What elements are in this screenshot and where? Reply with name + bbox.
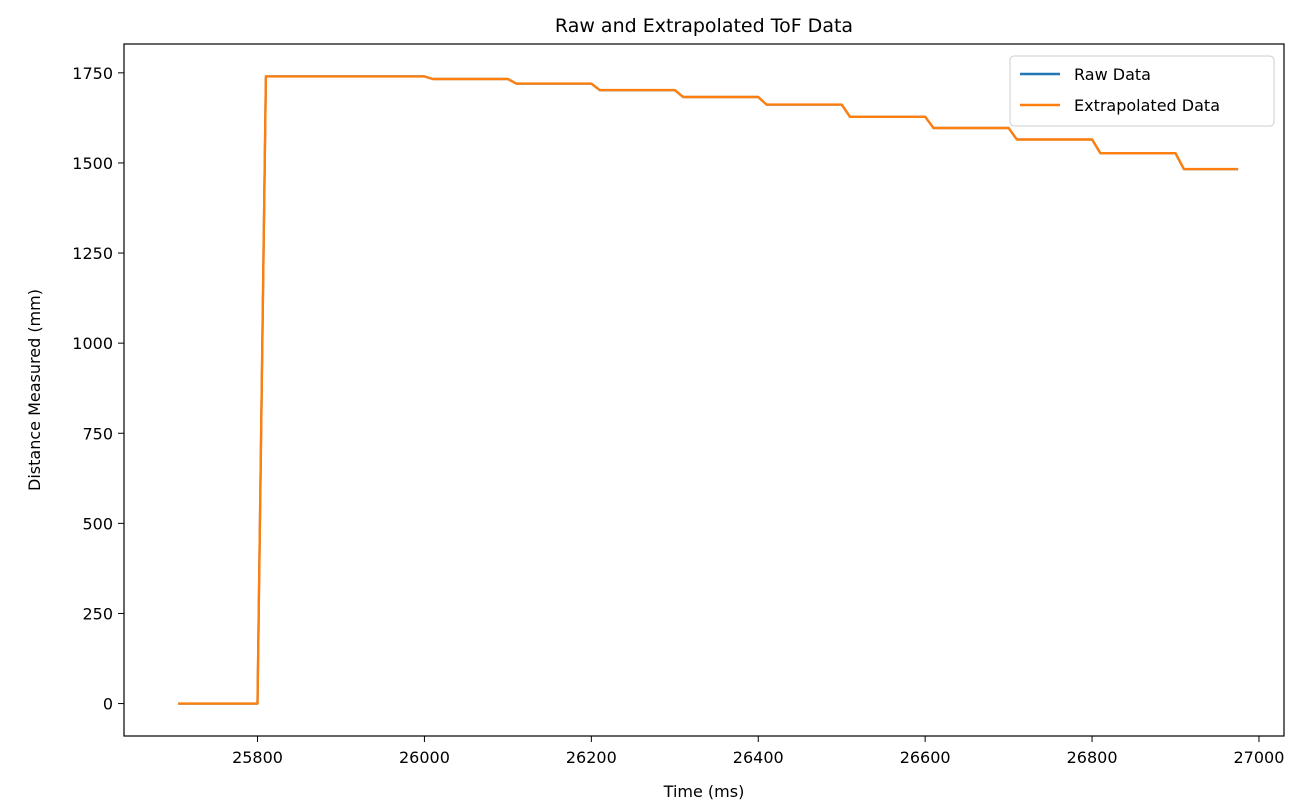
plot-frame — [123, 43, 1285, 737]
x-tick-label: 26200 — [566, 748, 617, 767]
legend: Raw Data Extrapolated Data — [1009, 55, 1275, 127]
y-tick-label: 500 — [82, 514, 113, 533]
y-tick-label: 1500 — [72, 154, 113, 173]
y-tick-label: 750 — [82, 424, 113, 443]
y-axis: 0 250 500 750 1000 1250 1500 1750 — [72, 64, 124, 714]
series-line-extrapolated-data — [178, 75, 1239, 705]
series-layer — [178, 75, 1239, 705]
x-tick-label: 26400 — [733, 748, 784, 767]
y-tick-label: 1000 — [72, 334, 113, 353]
legend-label: Raw Data — [1074, 65, 1151, 84]
chart-title: Raw and Extrapolated ToF Data — [555, 15, 853, 37]
x-tick-label: 25800 — [232, 748, 283, 767]
x-tick-label: 26000 — [399, 748, 450, 767]
x-tick-label: 26800 — [1067, 748, 1118, 767]
series-line-raw-data — [178, 75, 1239, 705]
x-axis: 25800 26000 26200 26400 26600 26800 27000 — [232, 736, 1284, 767]
y-tick-label: 0 — [103, 695, 113, 714]
x-tick-label: 26600 — [900, 748, 951, 767]
y-tick-label: 1750 — [72, 64, 113, 83]
x-tick-label: 27000 — [1234, 748, 1285, 767]
y-tick-label: 1250 — [72, 244, 113, 263]
y-axis-label: Distance Measured (mm) — [25, 289, 44, 491]
legend-box — [1009, 55, 1275, 127]
x-axis-label: Time (ms) — [663, 782, 745, 801]
legend-label: Extrapolated Data — [1074, 96, 1220, 115]
y-tick-label: 250 — [82, 604, 113, 623]
